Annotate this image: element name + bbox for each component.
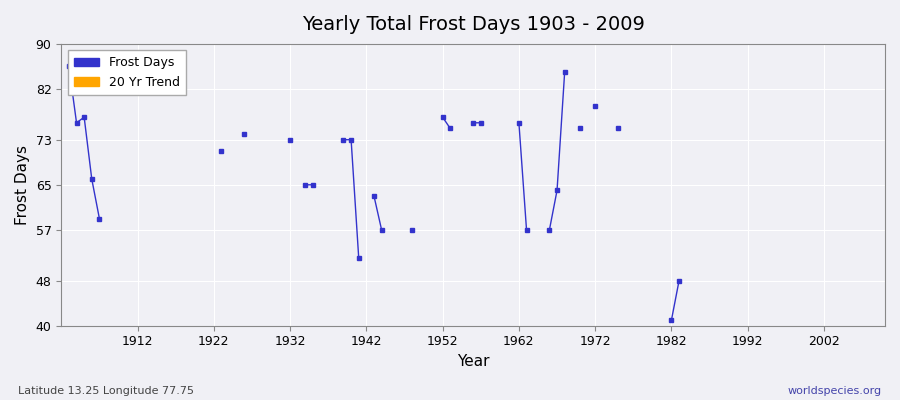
Legend: Frost Days, 20 Yr Trend: Frost Days, 20 Yr Trend [68,50,186,95]
X-axis label: Year: Year [457,354,490,369]
Y-axis label: Frost Days: Frost Days [15,145,30,225]
Text: Latitude 13.25 Longitude 77.75: Latitude 13.25 Longitude 77.75 [18,386,194,396]
Title: Yearly Total Frost Days 1903 - 2009: Yearly Total Frost Days 1903 - 2009 [302,15,644,34]
Text: worldspecies.org: worldspecies.org [788,386,882,396]
